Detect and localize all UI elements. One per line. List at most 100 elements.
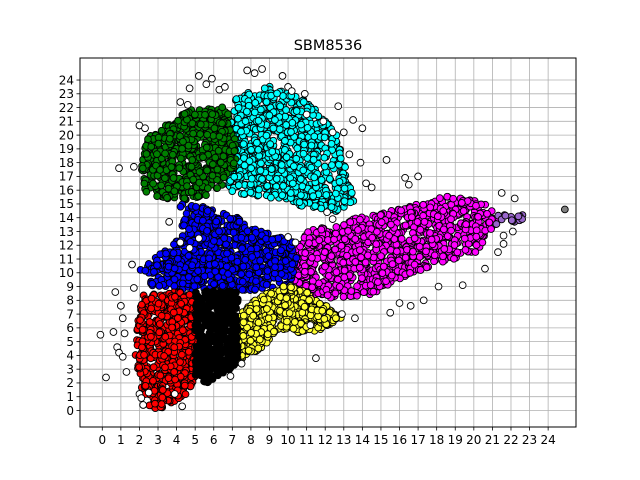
data-point — [303, 288, 311, 297]
data-point — [161, 174, 169, 183]
data-point — [177, 299, 185, 308]
data-point — [226, 214, 235, 223]
data-point — [307, 163, 316, 172]
data-point — [332, 223, 341, 231]
data-point — [346, 218, 355, 226]
scatter-points — [96, 65, 569, 413]
data-point — [293, 144, 302, 153]
data-point — [358, 274, 366, 282]
data-point — [252, 263, 261, 271]
data-point — [154, 139, 163, 148]
data-point — [439, 252, 447, 261]
data-point — [182, 209, 191, 218]
data-point — [288, 260, 297, 268]
data-point — [433, 212, 442, 221]
data-point — [257, 105, 265, 114]
data-point — [239, 140, 248, 148]
data-point — [213, 184, 222, 192]
data-point — [263, 182, 272, 190]
data-point — [327, 139, 336, 148]
data-point — [218, 281, 227, 290]
data-point — [195, 309, 204, 318]
data-point — [170, 343, 179, 352]
data-point — [189, 175, 198, 184]
data-point — [255, 185, 263, 194]
data-point — [471, 248, 480, 256]
chart-title: SBM8536 — [294, 38, 363, 54]
data-point — [333, 275, 342, 284]
data-point — [256, 256, 264, 265]
data-point — [167, 163, 176, 171]
data-point — [419, 211, 428, 220]
data-point — [171, 375, 179, 384]
data-point — [263, 267, 272, 275]
data-point — [176, 202, 185, 211]
data-point — [369, 287, 378, 296]
data-point — [335, 177, 344, 186]
data-point — [250, 108, 259, 117]
data-point — [234, 114, 242, 123]
data-point — [416, 266, 425, 274]
data-point — [321, 248, 329, 256]
data-point — [210, 280, 218, 288]
data-point — [401, 253, 410, 262]
data-point — [267, 289, 275, 298]
data-point — [185, 290, 194, 299]
data-point — [156, 166, 164, 174]
data-point — [269, 124, 278, 133]
data-point — [243, 107, 251, 116]
data-point — [230, 172, 239, 181]
data-point — [241, 117, 250, 126]
data-point — [203, 166, 211, 175]
data-point — [462, 220, 470, 229]
data-point — [249, 311, 258, 320]
data-point — [175, 164, 184, 172]
data-point — [392, 247, 401, 256]
data-point — [483, 209, 491, 218]
data-point — [189, 129, 198, 138]
data-point — [215, 227, 223, 236]
data-point — [460, 234, 469, 243]
data-point — [299, 98, 308, 106]
data-point — [420, 218, 429, 226]
data-point — [394, 256, 403, 265]
data-point — [144, 135, 152, 144]
data-point — [281, 301, 289, 310]
data-point — [157, 400, 166, 408]
data-point — [278, 191, 287, 200]
data-point — [447, 226, 455, 235]
data-point — [331, 314, 340, 323]
data-point — [472, 232, 481, 241]
data-point — [211, 153, 220, 162]
data-point — [252, 138, 261, 147]
data-point — [310, 132, 319, 141]
data-point — [286, 189, 295, 197]
data-point — [223, 249, 231, 258]
data-point — [290, 318, 299, 326]
data-point — [292, 154, 301, 163]
data-point — [266, 140, 275, 148]
data-point — [247, 174, 256, 183]
data-point — [301, 249, 310, 257]
data-point — [271, 263, 279, 272]
data-point — [184, 347, 193, 356]
data-point — [184, 251, 193, 260]
data-point — [289, 324, 298, 333]
data-point — [196, 130, 205, 138]
data-point — [248, 233, 256, 242]
data-point — [238, 244, 246, 253]
data-point — [322, 191, 331, 199]
data-point — [472, 226, 481, 235]
data-point — [297, 191, 305, 200]
data-point — [254, 116, 263, 125]
data-point — [290, 162, 298, 171]
data-point — [237, 127, 245, 136]
data-point — [247, 329, 255, 337]
data-point — [419, 200, 428, 209]
data-point — [323, 291, 332, 300]
data-point — [374, 278, 382, 286]
data-point — [410, 234, 419, 243]
data-point — [248, 253, 256, 261]
data-point — [366, 281, 375, 289]
data-point — [184, 273, 193, 281]
